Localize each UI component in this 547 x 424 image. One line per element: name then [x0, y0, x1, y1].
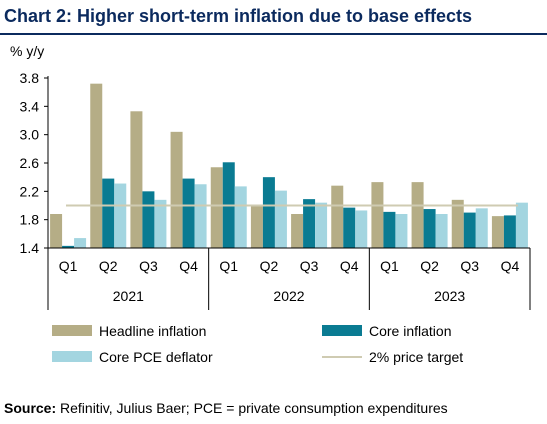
bar [50, 214, 63, 248]
bar [62, 245, 75, 248]
bar [250, 206, 263, 248]
legend-swatch [52, 325, 92, 336]
year-label: 2021 [113, 288, 144, 304]
bar [463, 212, 476, 248]
legend-swatch [322, 325, 362, 336]
x-tick-label: Q3 [139, 258, 158, 274]
title-rule [0, 33, 547, 35]
x-tick-label: Q4 [179, 258, 198, 274]
bar [303, 199, 316, 248]
bar [74, 238, 87, 248]
bar [182, 178, 195, 248]
bars-group [50, 83, 528, 249]
x-tick-label: Q2 [260, 258, 279, 274]
bar [194, 184, 207, 248]
y-tick-label: 3.4 [20, 98, 40, 114]
bar [395, 214, 408, 248]
bar [355, 210, 368, 248]
bar [451, 199, 464, 248]
year-label: 2023 [434, 288, 465, 304]
bar [130, 111, 143, 249]
y-tick-label: 3.8 [20, 70, 40, 86]
y-axis-unit-label: % y/y [10, 43, 44, 59]
bar [291, 214, 304, 248]
bar [331, 185, 344, 248]
y-tick-label: 1.4 [20, 240, 40, 256]
source-text: Refinitiv, Julius Baer; PCE = private co… [56, 400, 448, 416]
x-tick-label: Q1 [219, 258, 238, 274]
x-tick-label: Q3 [460, 258, 479, 274]
bar [315, 202, 328, 248]
bar [475, 208, 488, 248]
y-tick-label: 3.0 [20, 127, 40, 143]
bar [503, 215, 516, 248]
source-label: Source: [4, 400, 57, 416]
bar [262, 177, 275, 248]
legend-label: Headline inflation [99, 323, 206, 339]
bar [423, 209, 436, 248]
x-tick-label: Q1 [380, 258, 399, 274]
x-tick-label: Q3 [300, 258, 319, 274]
bar [411, 182, 424, 248]
y-tick-label: 1.8 [20, 212, 40, 228]
x-axis: Q1 Q2 Q3 Q4 Q1 Q2 Q3 Q4 Q1 Q2 Q3 Q4 2021 2022 2023 [47, 247, 531, 310]
bar [343, 207, 356, 248]
source-note: Source: Refinitiv, Julius Baer; PCE = pr… [4, 400, 448, 416]
bar [274, 190, 287, 248]
x-tick-label: Q4 [501, 258, 520, 274]
x-tick-label: Q2 [420, 258, 439, 274]
bar [383, 211, 396, 248]
y-tick-label: 2.6 [20, 155, 40, 171]
x-tick-label: Q4 [340, 258, 359, 274]
bar [102, 178, 115, 248]
bar [371, 182, 384, 248]
bar [154, 199, 167, 248]
legend-label: Core PCE deflator [99, 349, 213, 365]
bar [142, 191, 155, 248]
bar [210, 167, 223, 248]
bar [234, 186, 247, 248]
year-label: 2022 [273, 288, 304, 304]
bar [515, 202, 528, 248]
bar [435, 214, 448, 248]
x-tick-label: Q1 [59, 258, 78, 274]
legend-swatch [52, 351, 92, 362]
y-tick-label: 2.2 [20, 183, 40, 199]
bar [114, 183, 127, 248]
chart-title: Chart 2: Higher short-term inflation due… [4, 6, 473, 26]
bar [491, 216, 504, 248]
legend-label: Core inflation [369, 323, 452, 339]
legend: Headline inflation Core inflation Core PCE… [52, 323, 463, 365]
x-tick-label: Q2 [99, 258, 118, 274]
bar [170, 131, 183, 248]
bar [90, 83, 103, 249]
y-axis: 1.4 1.8 2.2 2.6 3.0 3.4 3.8 [20, 70, 49, 256]
legend-label: 2% price target [369, 349, 463, 365]
